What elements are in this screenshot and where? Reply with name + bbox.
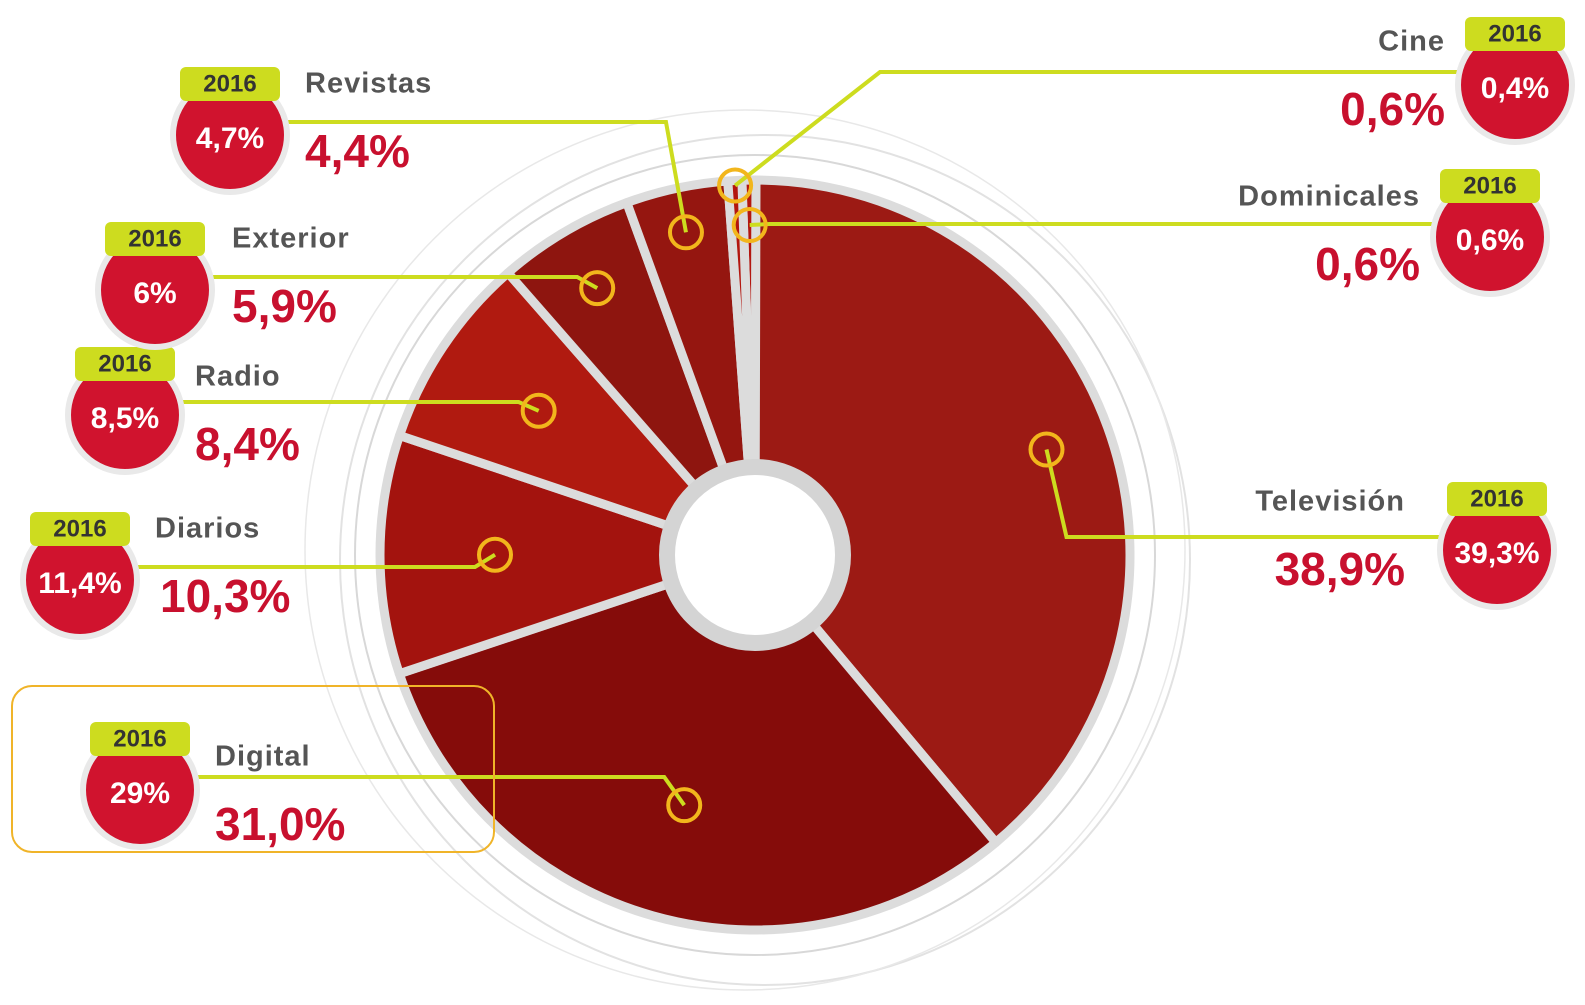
category-label: Televisión <box>1255 486 1405 518</box>
category-label: Exterior <box>232 223 350 255</box>
badge-value: 11,4% <box>38 567 121 600</box>
connector <box>80 553 497 569</box>
badge-value: 4,7% <box>196 122 264 155</box>
badge-value: 29% <box>110 777 170 810</box>
slice <box>394 550 1001 935</box>
badge-tab <box>75 347 175 381</box>
center-hole <box>659 459 851 651</box>
value-label: 0,6% <box>1315 238 1420 290</box>
pie <box>375 175 1135 935</box>
value-label: 10,3% <box>160 570 290 622</box>
slice <box>375 430 760 679</box>
value-label: 0,6% <box>1340 83 1445 135</box>
badge-value: 39,3% <box>1454 537 1539 570</box>
badge-year: 2016 <box>98 350 151 377</box>
category-label: Radio <box>195 361 281 393</box>
connector <box>1044 449 1497 539</box>
badge-tab <box>90 722 190 756</box>
connector <box>230 120 688 233</box>
outer-ring <box>339 134 1191 986</box>
marker <box>667 214 704 251</box>
badge-year: 2016 <box>53 515 106 542</box>
connector <box>155 275 599 290</box>
badge-tab <box>1447 482 1547 516</box>
connector <box>749 222 1490 228</box>
slice <box>750 175 1135 847</box>
highlight-box <box>11 685 495 853</box>
badge-year: 2016 <box>1463 172 1516 199</box>
slice <box>395 268 760 560</box>
marker <box>666 787 703 824</box>
badge-value: 0,4% <box>1481 72 1549 105</box>
badge-year: 2016 <box>113 725 166 752</box>
labels: Dominicales 0,6% 2016 0,6% Televisión 38,9% 20… <box>20 17 1575 850</box>
badge-value: 8,5% <box>91 402 159 435</box>
category-label: Revistas <box>305 68 432 100</box>
outer-ring <box>354 154 1156 956</box>
category-label: Diarios <box>155 513 260 545</box>
marker <box>477 536 514 573</box>
badge-year: 2016 <box>203 70 256 97</box>
marker <box>1028 431 1065 468</box>
badge-year: 2016 <box>1488 20 1541 47</box>
value-label: 38,9% <box>1275 543 1405 595</box>
marker <box>520 392 557 429</box>
badge-value: 0,6% <box>1456 224 1524 257</box>
connector <box>733 70 1515 188</box>
badge-tab <box>1440 169 1540 203</box>
value-label: 4,4% <box>305 125 410 177</box>
connector <box>125 400 540 413</box>
badge-tab <box>30 512 130 546</box>
category-label: Cine <box>1378 26 1445 58</box>
category-label: Digital <box>215 741 311 773</box>
value-label: 8,4% <box>195 418 300 470</box>
marker <box>731 207 768 244</box>
value-label: 31,0% <box>215 798 345 850</box>
badge-tab <box>105 222 205 256</box>
marker <box>717 167 754 204</box>
outer-ring <box>304 109 1186 991</box>
value-label: 5,9% <box>232 280 337 332</box>
badge-year: 2016 <box>1470 485 1523 512</box>
badge-tab <box>1465 17 1565 51</box>
connector <box>140 775 686 807</box>
badge-year: 2016 <box>128 225 181 252</box>
category-label: Dominicales <box>1238 181 1420 213</box>
badge-tab <box>180 67 280 101</box>
badge-value: 6% <box>133 277 176 310</box>
marker <box>579 270 616 307</box>
